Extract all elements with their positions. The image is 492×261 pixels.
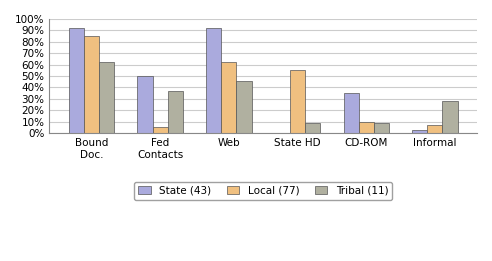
Bar [305,123,320,133]
Bar [359,122,374,133]
Bar [412,130,428,133]
Bar [84,36,99,133]
Bar [206,28,221,133]
Bar [343,93,359,133]
Bar [442,101,458,133]
Legend: State (43), Local (77), Tribal (11): State (43), Local (77), Tribal (11) [134,182,393,200]
Bar [290,70,305,133]
Bar [99,62,114,133]
Bar [221,62,236,133]
Bar [69,28,84,133]
Bar [428,125,442,133]
Bar [153,127,168,133]
Bar [168,91,183,133]
Bar [374,123,389,133]
Bar [236,81,251,133]
Bar [137,76,153,133]
